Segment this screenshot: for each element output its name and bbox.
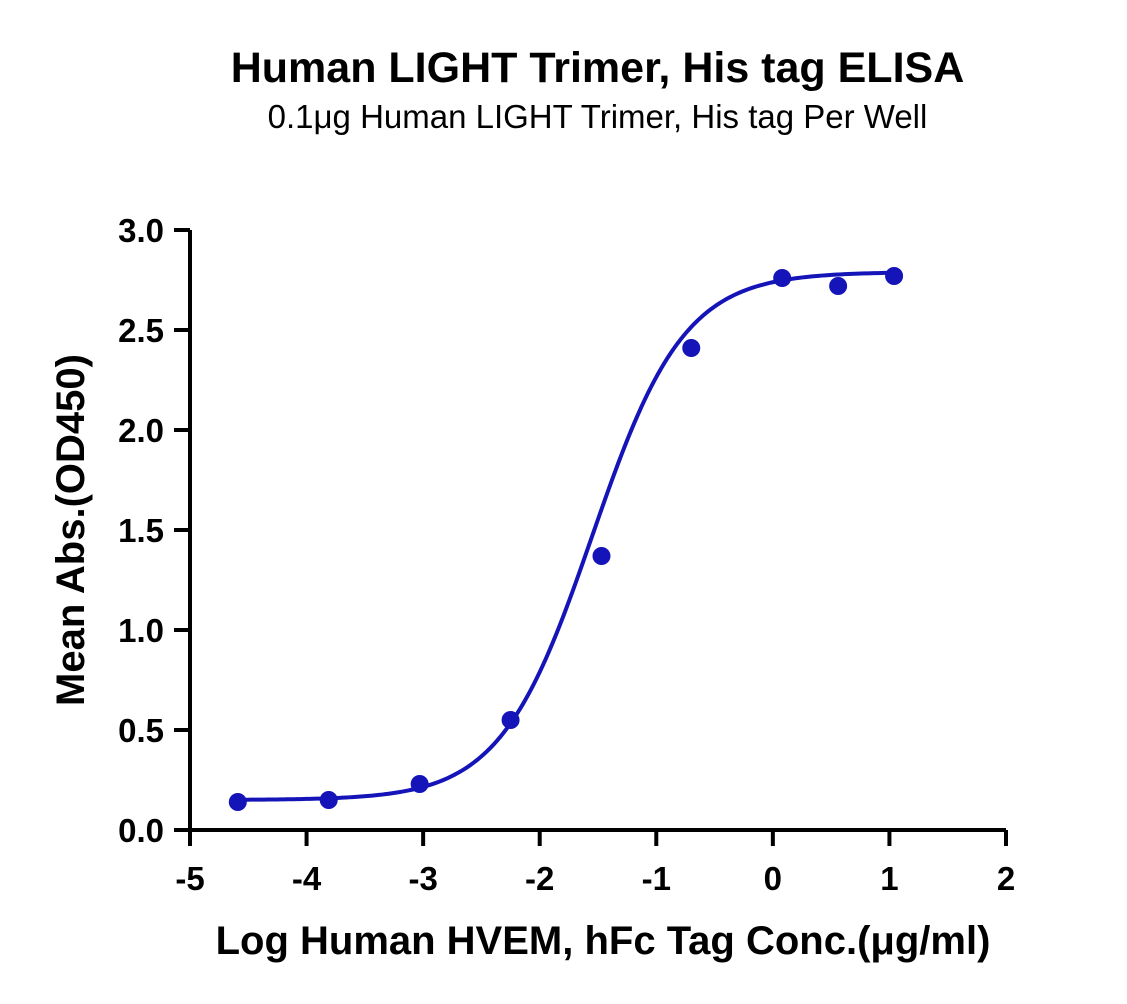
y-axis-label: Mean Abs.(OD450)	[49, 354, 93, 706]
data-point	[410, 775, 429, 793]
data-point	[228, 793, 247, 811]
data-point	[319, 791, 338, 809]
axes	[188, 230, 1006, 832]
fit-curve	[237, 270, 895, 802]
data-point	[682, 339, 701, 357]
y-tick-label: 0.0	[118, 812, 164, 849]
y-tick-label: 1.5	[118, 512, 164, 549]
x-tick-label: -1	[642, 860, 671, 897]
data-points	[228, 267, 904, 811]
data-point	[773, 269, 792, 287]
x-tick-label: -5	[175, 860, 204, 897]
data-point	[829, 277, 848, 295]
data-point	[501, 711, 520, 729]
y-tick-label: 1.0	[118, 612, 164, 649]
y-tick-label: 2.5	[118, 312, 164, 349]
chart-title: Human LIGHT Trimer, His tag ELISA	[230, 44, 965, 92]
x-axis-label: Log Human HVEM, hFc Tag Conc.(μg/ml)	[216, 919, 991, 963]
data-point	[592, 547, 611, 565]
x-tick-label: -4	[292, 860, 322, 897]
y-tick-label: 2.0	[118, 412, 164, 449]
data-point	[885, 267, 904, 285]
x-tick-label: 2	[997, 860, 1015, 897]
x-tick-label: 1	[880, 860, 898, 897]
x-ticks: -5 -4 -3 -2 -1 0 1 2	[175, 830, 1015, 897]
y-tick-label: 0.5	[118, 712, 164, 749]
x-tick-label: 0	[764, 860, 782, 897]
y-ticks: 0.0 0.5 1.0 1.5 2.0 2.5 3.0	[118, 212, 190, 849]
chart-subtitle: 0.1μg Human LIGHT Trimer, His tag Per We…	[267, 98, 928, 135]
y-tick-label: 3.0	[118, 212, 164, 249]
x-tick-label: -3	[408, 860, 437, 897]
x-tick-label: -2	[525, 860, 554, 897]
